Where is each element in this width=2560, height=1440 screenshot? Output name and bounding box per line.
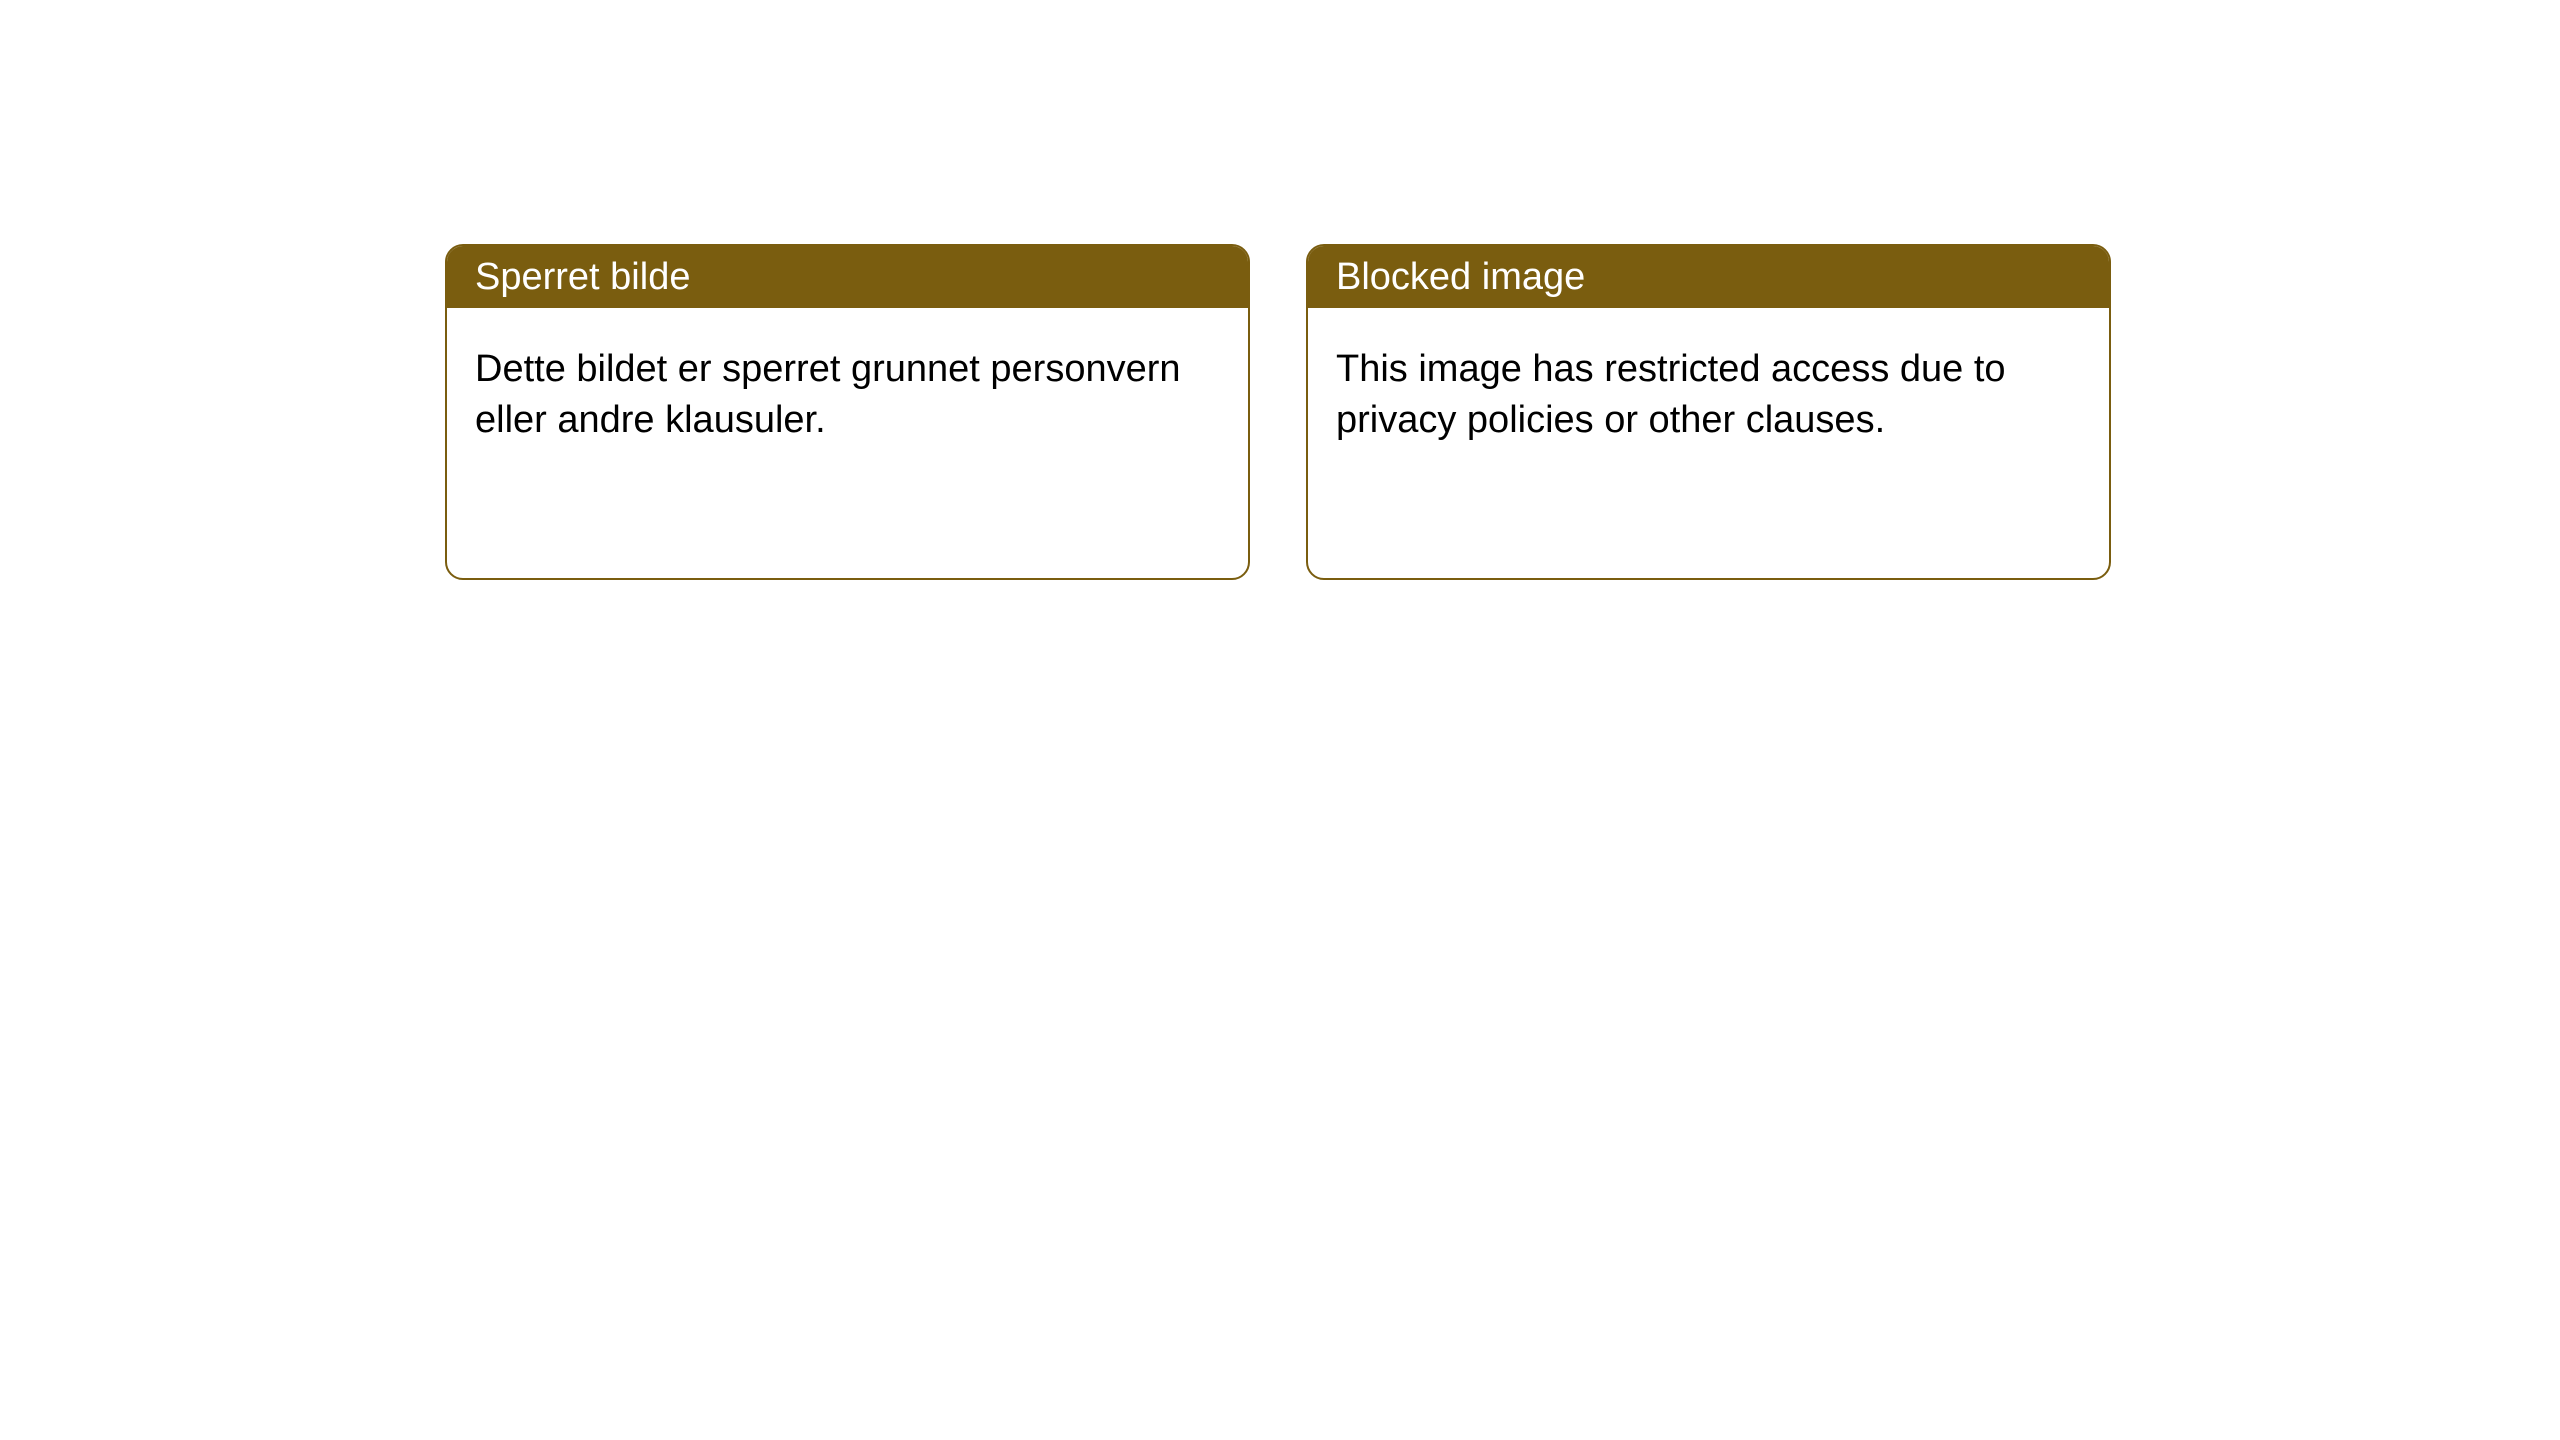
notice-header-english: Blocked image [1308,246,2109,308]
notice-body-english: This image has restricted access due to … [1308,308,2109,483]
notice-header-norwegian: Sperret bilde [447,246,1248,308]
notice-card-english: Blocked image This image has restricted … [1306,244,2111,580]
notice-text-norwegian: Dette bildet er sperret grunnet personve… [475,348,1181,441]
notice-title-english: Blocked image [1336,256,1585,299]
notice-title-norwegian: Sperret bilde [475,256,690,299]
notice-body-norwegian: Dette bildet er sperret grunnet personve… [447,308,1248,483]
notice-card-norwegian: Sperret bilde Dette bildet er sperret gr… [445,244,1250,580]
notice-text-english: This image has restricted access due to … [1336,348,2006,441]
notice-container: Sperret bilde Dette bildet er sperret gr… [0,0,2560,580]
